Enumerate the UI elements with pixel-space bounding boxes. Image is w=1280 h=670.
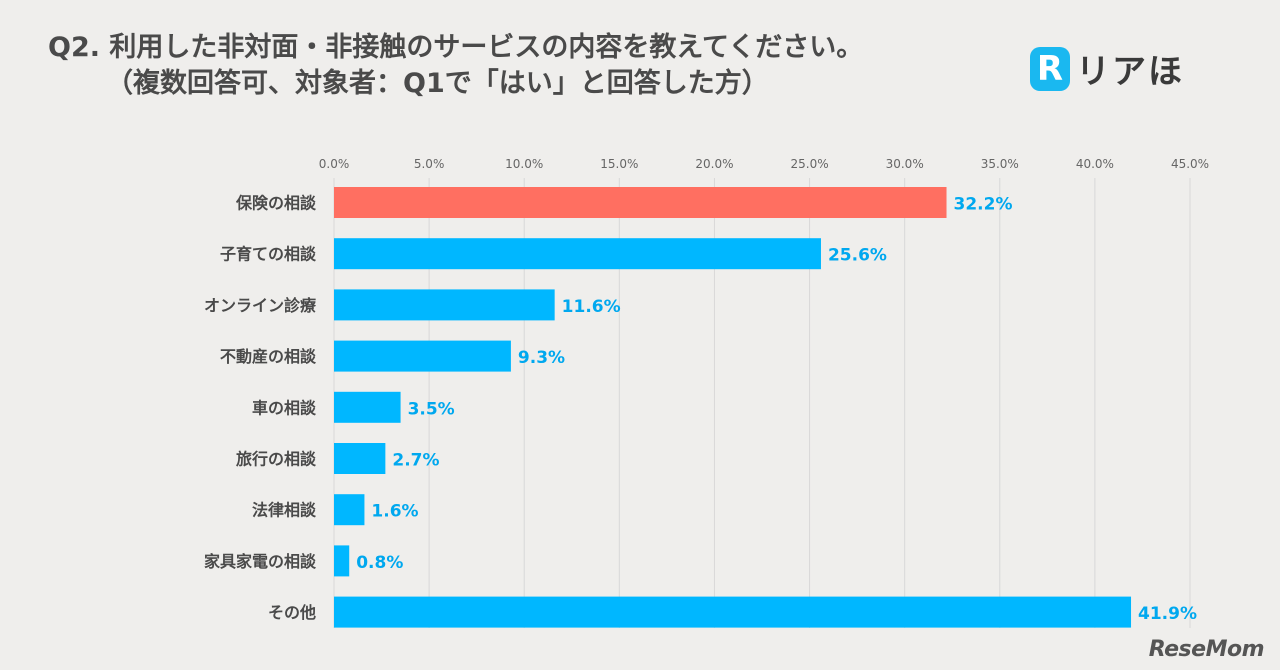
x-tick-label: 10.0%	[505, 157, 543, 171]
x-tick-label: 0.0%	[319, 157, 350, 171]
logo-mark-icon: R	[1030, 46, 1070, 91]
category-label: 家具家電の相談	[204, 552, 317, 571]
chart-title: Q2. 利用した非対面・非接触のサービスの内容を教えてください。 （複数回答可、…	[48, 30, 863, 102]
category-label: 子育ての相談	[220, 245, 317, 264]
x-tick-label: 15.0%	[600, 157, 638, 171]
x-tick-label: 30.0%	[886, 157, 924, 171]
category-label: 保険の相談	[235, 194, 317, 213]
bar	[334, 289, 555, 321]
category-label: 法律相談	[252, 501, 317, 520]
value-label: 3.5%	[408, 399, 455, 419]
bar	[334, 596, 1132, 628]
bar	[334, 238, 821, 270]
title-line-1: Q2. 利用した非対面・非接触のサービスの内容を教えてください。	[48, 32, 864, 63]
category-label: その他	[268, 603, 316, 622]
x-tick-label: 45.0%	[1171, 157, 1209, 171]
category-label: 車の相談	[252, 398, 317, 417]
value-label: 1.6%	[371, 502, 418, 522]
value-label: 32.2%	[954, 195, 1013, 215]
value-label: 0.8%	[356, 553, 403, 573]
value-label: 41.9%	[1138, 604, 1197, 624]
value-label: 2.7%	[392, 451, 439, 471]
value-label: 9.3%	[518, 348, 565, 368]
bar	[334, 340, 511, 372]
x-tick-label: 40.0%	[1076, 157, 1114, 171]
resemom-watermark: ReseMom	[1148, 637, 1265, 662]
x-tick-label: 5.0%	[414, 157, 445, 171]
value-label: 11.6%	[562, 297, 621, 317]
value-label: 25.6%	[828, 246, 887, 266]
logo-text: リアほ	[1076, 52, 1184, 92]
category-label: オンライン診療	[204, 296, 317, 315]
bar	[334, 443, 386, 474]
bar	[334, 494, 365, 526]
title-line-2: （複数回答可、対象者：Q1で「はい」と回答した方）	[106, 68, 769, 99]
bar	[334, 545, 350, 577]
bar	[334, 187, 947, 218]
x-tick-label: 20.0%	[695, 157, 733, 171]
bar	[334, 391, 401, 423]
x-tick-label: 25.0%	[790, 157, 828, 171]
category-label: 不動産の相談	[220, 347, 317, 366]
riaho-logo: R リアほ	[1030, 44, 1184, 93]
x-tick-label: 35.0%	[981, 157, 1019, 171]
category-label: 旅行の相談	[236, 450, 317, 469]
